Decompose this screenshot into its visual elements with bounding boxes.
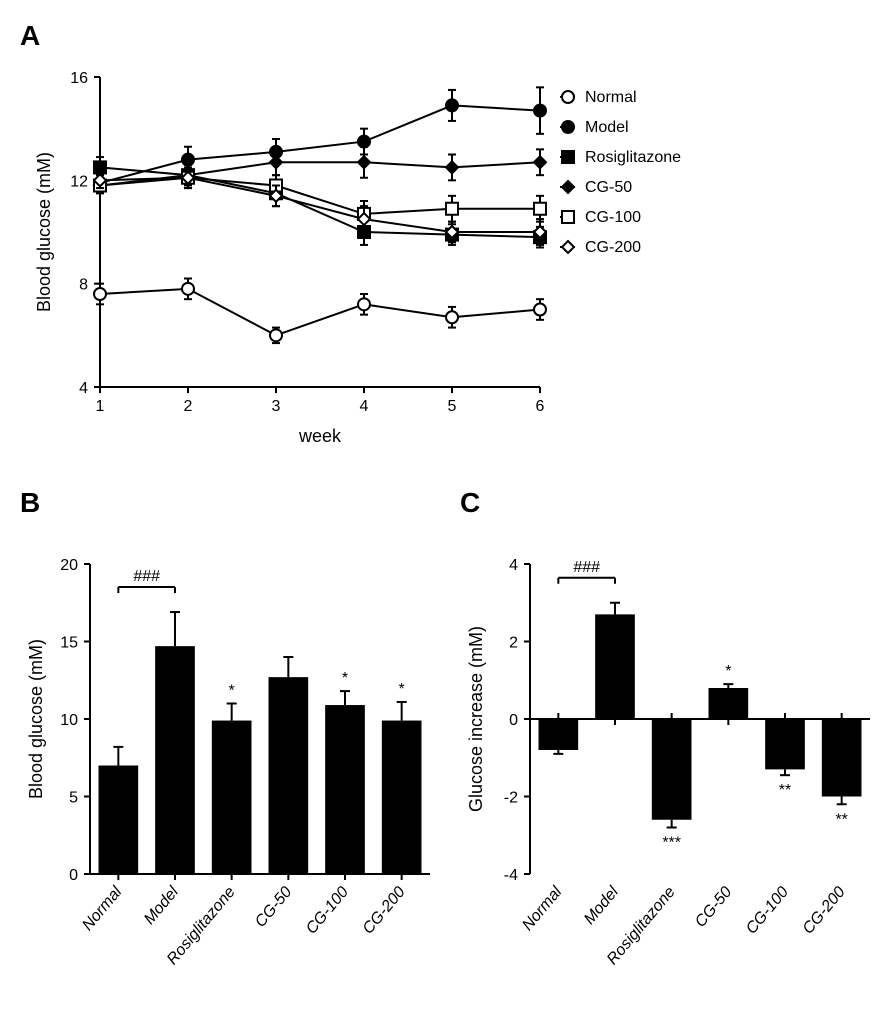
svg-text:Normal: Normal xyxy=(585,89,637,106)
svg-text:CG-100: CG-100 xyxy=(303,884,352,938)
svg-text:CG-50: CG-50 xyxy=(692,884,735,931)
svg-text:4: 4 xyxy=(79,380,88,397)
svg-text:5: 5 xyxy=(448,398,457,415)
svg-text:Normal: Normal xyxy=(519,883,565,934)
svg-text:CG-200: CG-200 xyxy=(800,884,849,938)
svg-text:8: 8 xyxy=(79,277,88,294)
panel-a-label: A xyxy=(20,20,720,52)
svg-text:4: 4 xyxy=(360,398,369,415)
svg-text:Glucose increase (mM): Glucose increase (mM) xyxy=(466,626,486,812)
svg-text:Normal: Normal xyxy=(79,883,125,934)
svg-text:CG-100: CG-100 xyxy=(585,209,641,226)
svg-text:12: 12 xyxy=(70,173,88,190)
svg-text:-2: -2 xyxy=(504,790,518,807)
svg-text:*: * xyxy=(399,681,405,698)
svg-text:10: 10 xyxy=(60,712,78,729)
svg-text:*: * xyxy=(725,663,731,680)
svg-text:4: 4 xyxy=(509,557,518,574)
svg-text:15: 15 xyxy=(60,635,78,652)
svg-text:CG-50: CG-50 xyxy=(585,179,632,196)
svg-text:***: *** xyxy=(662,835,681,852)
svg-text:week: week xyxy=(298,426,342,446)
svg-text:###: ### xyxy=(573,559,600,576)
svg-text:###: ### xyxy=(133,568,160,585)
svg-text:*: * xyxy=(342,670,348,687)
svg-text:1: 1 xyxy=(96,398,105,415)
svg-text:CG-200: CG-200 xyxy=(360,884,409,938)
svg-text:-4: -4 xyxy=(504,867,518,884)
svg-text:Model: Model xyxy=(141,883,182,928)
svg-text:0: 0 xyxy=(509,712,518,729)
svg-text:2: 2 xyxy=(509,635,518,652)
svg-text:6: 6 xyxy=(536,398,545,415)
svg-text:CG-200: CG-200 xyxy=(585,239,641,256)
svg-text:Model: Model xyxy=(585,119,629,136)
svg-text:**: ** xyxy=(835,811,847,828)
svg-text:CG-50: CG-50 xyxy=(252,884,295,931)
svg-text:16: 16 xyxy=(70,70,88,87)
panel-b-chart: 05101520Blood glucose (mM)NormalModelRos… xyxy=(20,524,440,1014)
svg-text:Blood glucose (mM): Blood glucose (mM) xyxy=(26,639,46,799)
svg-text:CG-100: CG-100 xyxy=(743,884,792,938)
svg-text:Blood glucose (mM): Blood glucose (mM) xyxy=(34,152,54,312)
svg-text:2: 2 xyxy=(184,398,193,415)
panel-b-label: B xyxy=(20,487,440,519)
svg-text:20: 20 xyxy=(60,557,78,574)
svg-text:Model: Model xyxy=(581,883,622,928)
svg-text:5: 5 xyxy=(69,790,78,807)
panel-c-chart: -4-2024Glucose increase (mM)NormalModelR… xyxy=(460,524,880,1014)
svg-text:*: * xyxy=(229,683,235,700)
panel-c-label: C xyxy=(460,487,880,519)
svg-text:**: ** xyxy=(779,782,791,799)
svg-text:Rosiglitazone: Rosiglitazone xyxy=(585,149,681,166)
panel-a-chart: 481216123456Blood glucose (mM)weekNormal… xyxy=(20,57,720,457)
svg-text:0: 0 xyxy=(69,867,78,884)
svg-text:3: 3 xyxy=(272,398,281,415)
